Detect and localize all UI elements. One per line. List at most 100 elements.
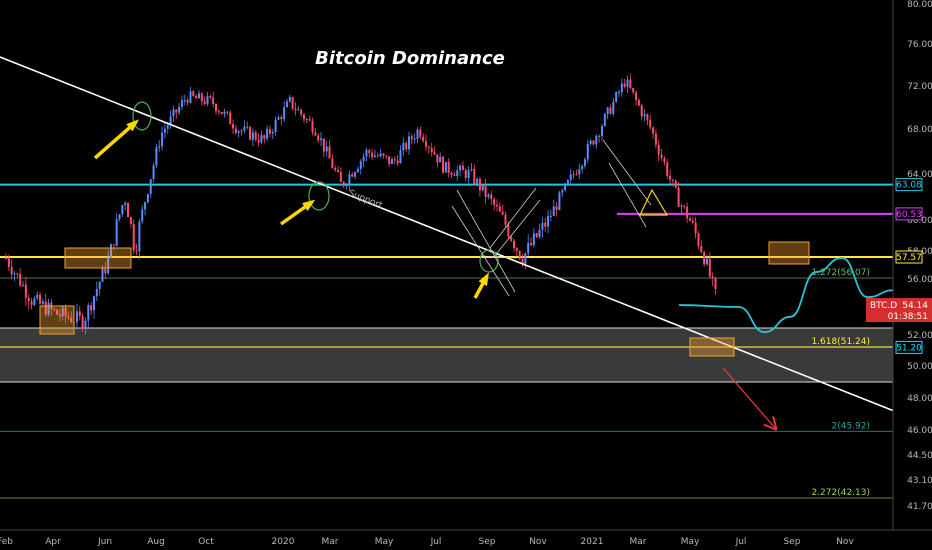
x-tick-label: May <box>681 537 700 547</box>
pattern-line <box>492 199 541 259</box>
candle-body <box>7 258 10 267</box>
candle-body <box>172 109 175 117</box>
candle-body <box>467 170 470 179</box>
candle-body <box>365 150 368 157</box>
candle-body <box>450 172 453 176</box>
candle-body <box>161 132 164 147</box>
candle-body <box>609 107 612 114</box>
level-badge-label: 60.53 <box>896 210 922 220</box>
orange-box <box>689 337 735 357</box>
candle-body <box>183 100 186 102</box>
candle-body <box>237 131 240 133</box>
candle-body <box>618 92 621 94</box>
support-label: Support <box>347 189 384 212</box>
candle-body <box>285 101 288 108</box>
candle-body <box>456 170 459 177</box>
x-tick-label: Sep <box>784 537 801 547</box>
candle-body <box>513 240 516 249</box>
triangle-pattern <box>639 188 669 216</box>
orange-box <box>768 241 810 265</box>
candle-body <box>473 169 476 184</box>
levels-layer <box>0 183 893 499</box>
candle-body <box>345 184 348 186</box>
candle-body <box>427 146 430 148</box>
candle-body <box>578 169 581 175</box>
candle-body <box>124 203 127 205</box>
candle-body <box>152 165 155 180</box>
candle-body <box>504 214 507 225</box>
candle-body <box>197 93 200 99</box>
y-tick-label: 60.00 <box>907 216 932 226</box>
candle-body <box>663 157 666 163</box>
last-price-label: 54.14 <box>902 301 928 311</box>
candle-body <box>308 118 311 121</box>
candle-body <box>129 216 132 224</box>
candle-body <box>254 132 257 140</box>
candle-body <box>314 132 317 136</box>
candle-body <box>430 147 433 153</box>
candle-body <box>547 216 550 227</box>
y-tick-label: 41.70 <box>907 502 932 512</box>
y-tick-label: 48.00 <box>907 394 932 404</box>
candle-body <box>632 88 635 93</box>
candle-body <box>422 136 425 142</box>
candle-body <box>538 229 541 237</box>
y-tick-label: 50.00 <box>907 362 932 372</box>
candle-body <box>416 129 419 139</box>
candle-body <box>461 165 464 171</box>
candle-body <box>711 276 714 278</box>
candle-body <box>149 179 152 195</box>
candle-body <box>518 250 521 260</box>
x-tick-label: Jun <box>97 537 112 547</box>
candle-body <box>36 294 39 299</box>
candle-body <box>640 105 643 117</box>
candle-body <box>5 258 7 259</box>
candle-body <box>385 155 388 157</box>
countdown-label: 01:38:51 <box>888 312 928 322</box>
candle-body <box>646 114 649 120</box>
candle-body <box>433 152 436 155</box>
candle-body <box>81 315 84 329</box>
candle-body <box>260 135 263 143</box>
x-tick-label: May <box>375 537 394 547</box>
chart-title: Bitcoin Dominance <box>315 48 505 69</box>
candle-body <box>524 253 527 265</box>
red-projection-arrow <box>722 367 775 428</box>
candle-body <box>405 142 408 150</box>
candle-body <box>220 112 223 114</box>
level-badge-label: 63.08 <box>896 181 922 191</box>
pattern-line <box>456 189 516 293</box>
candle-body <box>413 138 416 140</box>
price-axis-bg <box>893 0 932 550</box>
candle-body <box>243 126 246 131</box>
candle-body <box>257 139 260 143</box>
candle-body <box>10 266 13 275</box>
candle-body <box>407 136 410 150</box>
candle-body <box>163 128 166 133</box>
candle-body <box>146 194 149 203</box>
y-tick-label: 68.00 <box>907 125 932 135</box>
candle-body <box>620 83 623 93</box>
level-badge-label: 51.20 <box>896 343 922 353</box>
symbol-label: BTC.D <box>870 301 897 311</box>
candle-body <box>368 150 371 153</box>
pattern-line <box>608 162 647 228</box>
x-tick-label: Nov <box>529 537 547 547</box>
candle-body <box>186 100 189 103</box>
drawings-layer <box>0 56 932 428</box>
y-tick-label: 80.00 <box>907 0 932 10</box>
candle-body <box>283 107 286 120</box>
candle-body <box>586 143 589 160</box>
candle-body <box>399 150 402 164</box>
candle-body <box>22 284 25 286</box>
candle-body <box>217 111 220 113</box>
candle-body <box>47 302 50 315</box>
orange-box <box>64 247 132 269</box>
candle-body <box>439 156 442 163</box>
candle-body <box>379 153 382 157</box>
candle-body <box>95 288 98 297</box>
candle-body <box>478 178 481 191</box>
candle-body <box>169 116 172 126</box>
